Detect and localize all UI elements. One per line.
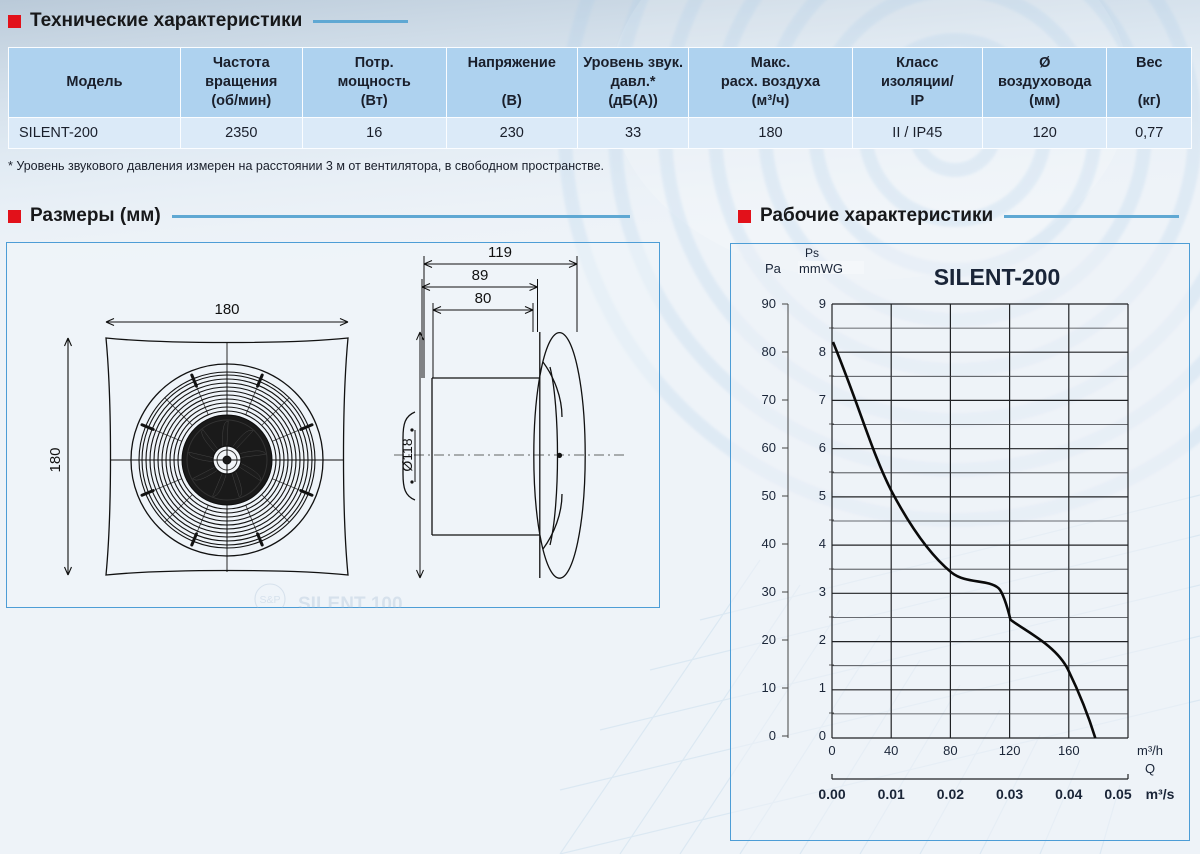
svg-text:50: 50 <box>762 488 776 503</box>
svg-text:2: 2 <box>819 632 826 647</box>
svg-text:m³/h: m³/h <box>1137 743 1163 758</box>
svg-text:mmWG: mmWG <box>799 261 843 276</box>
svg-text:80: 80 <box>762 344 776 359</box>
svg-text:89: 89 <box>472 267 489 284</box>
svg-text:180: 180 <box>214 301 239 318</box>
svg-text:9: 9 <box>819 296 826 311</box>
svg-text:20: 20 <box>762 632 776 647</box>
svg-text:SILENT-200: SILENT-200 <box>934 264 1061 290</box>
svg-text:3: 3 <box>819 584 826 599</box>
svg-text:180: 180 <box>47 447 64 472</box>
svg-text:40: 40 <box>762 536 776 551</box>
svg-text:Ps: Ps <box>805 246 819 260</box>
svg-text:0: 0 <box>769 728 776 743</box>
svg-text:40: 40 <box>884 743 898 758</box>
svg-text:m³/s: m³/s <box>1146 786 1175 802</box>
svg-text:90: 90 <box>762 296 776 311</box>
svg-text:160: 160 <box>1058 743 1080 758</box>
svg-text:6: 6 <box>819 440 826 455</box>
svg-text:1: 1 <box>819 680 826 695</box>
svg-text:10: 10 <box>762 680 776 695</box>
svg-text:120: 120 <box>999 743 1021 758</box>
svg-text:8: 8 <box>819 344 826 359</box>
svg-text:0: 0 <box>828 743 835 758</box>
svg-text:119: 119 <box>488 244 512 261</box>
svg-text:Pa: Pa <box>765 261 782 276</box>
svg-text:0: 0 <box>819 728 826 743</box>
svg-text:30: 30 <box>762 584 776 599</box>
svg-text:SILENT 100: SILENT 100 <box>298 594 403 608</box>
svg-text:7: 7 <box>819 392 826 407</box>
svg-text:0.03: 0.03 <box>996 786 1023 802</box>
svg-text:0.02: 0.02 <box>937 786 964 802</box>
svg-text:0.00: 0.00 <box>818 786 845 802</box>
svg-text:80: 80 <box>475 290 492 307</box>
svg-text:5: 5 <box>819 488 826 503</box>
svg-text:S&P: S&P <box>259 594 280 606</box>
svg-text:Q: Q <box>1145 761 1155 776</box>
svg-text:60: 60 <box>762 440 776 455</box>
svg-text:0.05: 0.05 <box>1104 786 1131 802</box>
svg-text:4: 4 <box>819 536 826 551</box>
svg-text:0.04: 0.04 <box>1055 786 1082 802</box>
svg-text:80: 80 <box>943 743 957 758</box>
svg-text:0.01: 0.01 <box>878 786 905 802</box>
svg-text:70: 70 <box>762 392 776 407</box>
